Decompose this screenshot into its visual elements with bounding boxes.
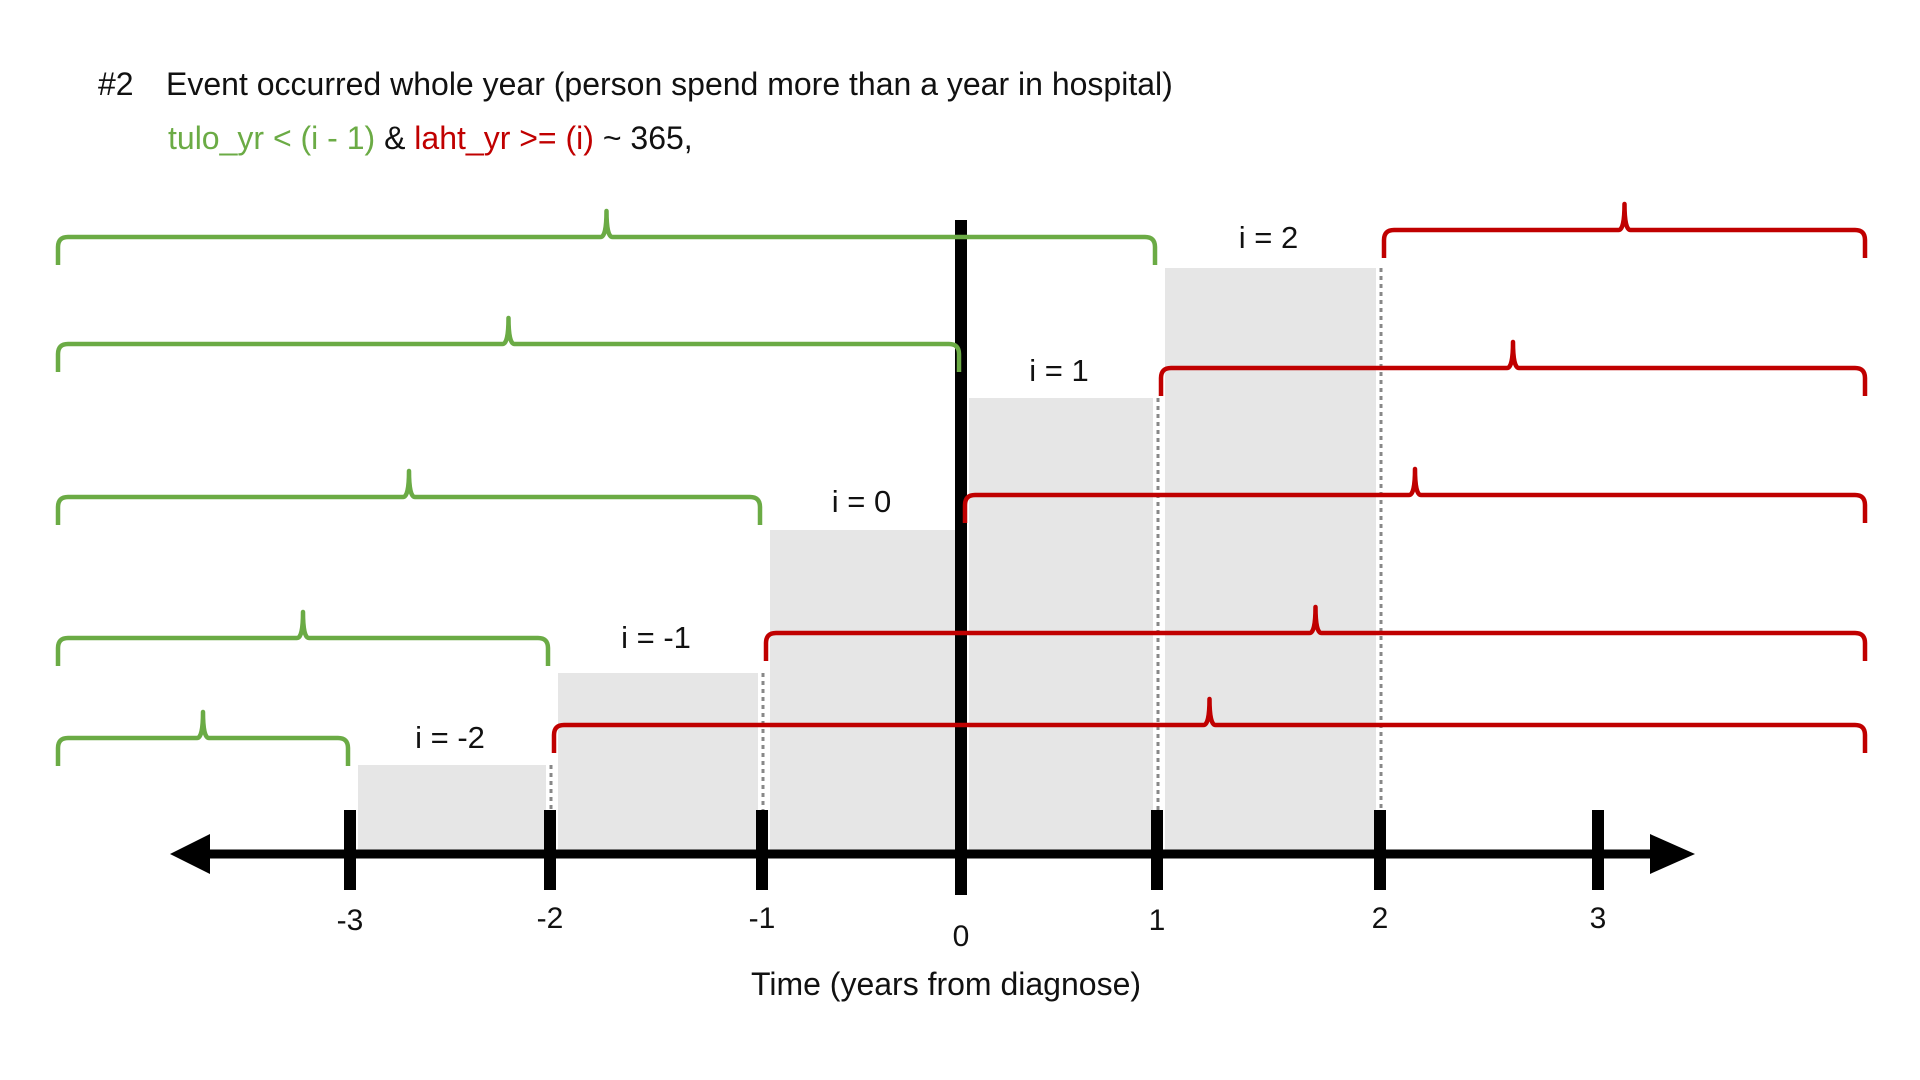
step-bars: [358, 268, 1376, 850]
step-bar: [770, 530, 957, 850]
green-bracket: [55, 315, 962, 372]
formula-and: &: [375, 120, 415, 156]
axis-title: Time (years from diagnose): [751, 966, 1141, 1002]
brackets: [55, 201, 1868, 766]
labels: -3 -2 -1 0 1 2 3 Time (years from diagnose) i = …: [337, 220, 1607, 1002]
time-axis: [170, 220, 1695, 895]
formula-result: ~ 365,: [593, 120, 693, 156]
tick-label: -3: [337, 904, 364, 937]
slide-title: Event occurred whole year (person spend …: [166, 66, 1173, 102]
tick-label: 1: [1149, 904, 1166, 937]
red-bracket: [1158, 339, 1868, 396]
tick-label: -2: [537, 902, 564, 935]
step-label: i = 0: [832, 484, 891, 519]
red-bracket: [551, 696, 1868, 753]
slide-number: #2: [98, 66, 134, 102]
step-bar: [969, 398, 1153, 850]
step-bar: [558, 673, 758, 850]
green-bracket: [55, 709, 351, 766]
step-label: i = -1: [621, 620, 691, 655]
tick-label: 0: [953, 920, 970, 953]
red-bracket: [1381, 201, 1868, 258]
step-bar: [358, 765, 546, 850]
right-arrow-icon: [1650, 834, 1695, 874]
tick-label: -1: [749, 902, 776, 935]
step-label: i = -2: [415, 720, 485, 755]
formula-green-condition: tulo_yr < (i - 1): [168, 120, 376, 156]
step-label: i = 1: [1029, 353, 1088, 388]
step-bar: [1165, 268, 1376, 850]
formula-red-condition: laht_yr >= (i): [414, 120, 594, 156]
tick-label: 3: [1590, 902, 1607, 935]
step-label: i = 2: [1239, 220, 1298, 255]
red-bracket: [763, 604, 1868, 661]
formula: tulo_yr < (i - 1) & laht_yr >= (i) ~ 365…: [168, 120, 693, 157]
red-bracket: [962, 466, 1868, 523]
green-bracket: [55, 609, 551, 666]
left-arrow-icon: [170, 834, 210, 874]
tick-label: 2: [1372, 902, 1389, 935]
green-bracket: [55, 208, 1158, 265]
green-bracket: [55, 468, 763, 525]
header: #2 Event occurred whole year (person spe…: [0, 0, 1920, 170]
